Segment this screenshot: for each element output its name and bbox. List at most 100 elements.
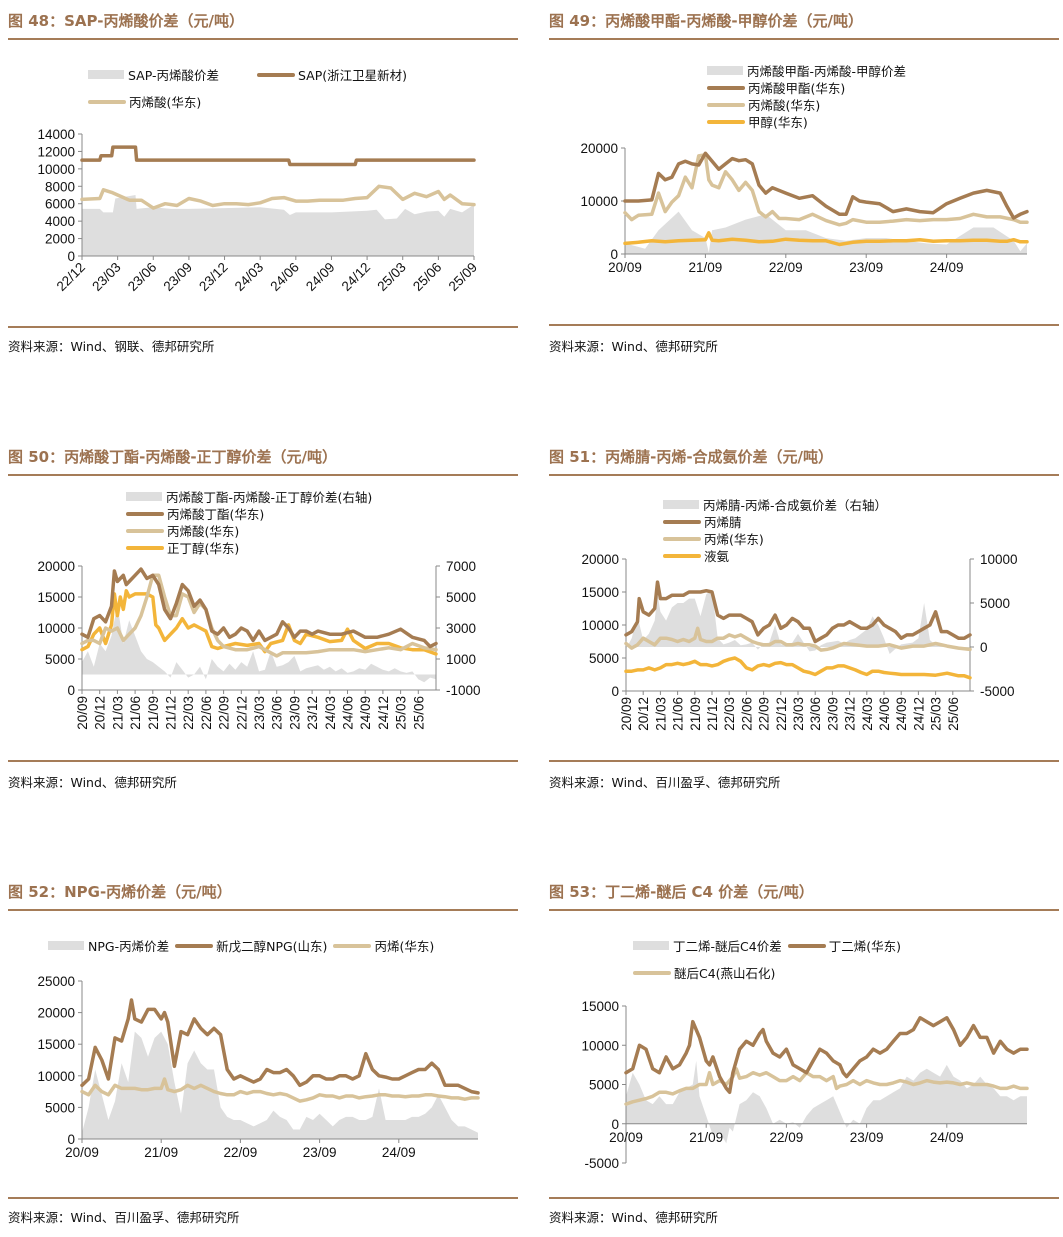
x-tick-label: 23/03 [791, 697, 806, 731]
series-line [623, 151, 1029, 220]
x-tick-label: 20/09 [65, 1145, 99, 1160]
series-line [80, 1077, 480, 1103]
series-area [82, 195, 474, 256]
y-tick-label: 10000 [581, 1038, 619, 1053]
y-tick-label: 0 [67, 249, 75, 264]
x-tick-label: 24/06 [267, 260, 302, 295]
y-right-tick-label: -5000 [980, 684, 1015, 699]
x-tick-label: 25/06 [411, 696, 426, 730]
x-tick-label: 23/06 [125, 260, 160, 295]
x-tick-label: 24/03 [323, 696, 338, 730]
series-area [626, 1060, 1027, 1144]
x-tick-label: 24/09 [930, 260, 964, 275]
source-note: 资料来源：Wind、德邦研究所 [549, 1210, 718, 1225]
y-tick-label: 2000 [45, 232, 75, 247]
source-divider [549, 324, 1059, 326]
legend-swatch [175, 943, 214, 948]
x-tick-label: 23/12 [843, 697, 858, 731]
y-tick-label: 10000 [581, 618, 619, 633]
title-divider [549, 474, 1059, 476]
x-tick-label: 22/06 [199, 696, 214, 730]
figure-title: 图 49：丙烯酸甲酯-丙烯酸-甲醇价差（元/吨） [549, 12, 864, 30]
legend-swatch [707, 102, 745, 107]
series-line [80, 184, 476, 210]
series-line [80, 567, 438, 649]
legend-swatch [48, 941, 84, 950]
y-tick-label: 10000 [37, 1069, 75, 1084]
y-tick-label: 20000 [37, 1006, 75, 1021]
x-tick-label: 23/06 [808, 697, 823, 731]
y-right-tick-label: 10000 [980, 552, 1018, 567]
chart-plot: 0 10000 20000 20/09 21/09 22/09 23/09 24/09 [580, 141, 1029, 275]
y-right-tick-label: 7000 [446, 559, 476, 574]
series-line [624, 580, 972, 644]
y-tick-label: 5000 [589, 1078, 619, 1093]
x-tick-label: 22/06 [739, 697, 754, 731]
x-tick-label: 24/09 [358, 696, 373, 730]
x-tick-label: 24/09 [382, 1145, 416, 1160]
chart-plot: 0 5000 10000 15000 20000 -5000 0 5000 10000 20/09… [581, 552, 1018, 731]
legend-item-spread: 丁二烯-醚后C4价差 [633, 936, 782, 955]
x-tick-label: 20/09 [75, 696, 90, 730]
x-tick-label: 22/09 [217, 696, 232, 730]
y-tick-label: 5000 [45, 1100, 75, 1115]
x-tick-label: 23/12 [196, 260, 231, 295]
x-tick-label: 24/12 [911, 697, 926, 731]
x-tick-label: 24/09 [894, 697, 909, 731]
y-tick-label: 10000 [37, 621, 75, 636]
legend-swatch [126, 492, 162, 501]
legend-item-butadiene: 丁二烯(华东) [787, 936, 901, 955]
x-tick-label: 22/09 [224, 1145, 258, 1160]
title-divider [549, 909, 1059, 911]
y-tick-label: 8000 [45, 179, 75, 194]
x-tick-label: 23/09 [287, 696, 302, 730]
source-note: 资料来源：Wind、钢联、德邦研究所 [8, 339, 215, 354]
legend-swatch [663, 536, 701, 541]
title-divider [8, 38, 518, 40]
legend-item-methanol: 甲醇(华东) [707, 112, 808, 131]
legend-item-acrylonitrile: 丙烯腈 [663, 512, 742, 531]
x-tick-label: 21/09 [689, 1130, 723, 1145]
legend-item-butyl-acrylate: 丙烯酸丁酯(华东) [126, 504, 264, 523]
series-line [623, 153, 1029, 227]
legend-item-acrylic-acid: 丙烯酸(华东) [126, 521, 239, 540]
series-line [624, 1016, 1029, 1095]
y-tick-label: 4000 [45, 214, 75, 229]
x-tick-label: 25/09 [446, 260, 481, 295]
chart-legend: 丁二烯-醚后C4价差 丁二烯(华东) 醚后C4(燕山石化) [633, 937, 907, 981]
y-tick-label: 15000 [37, 590, 75, 605]
y-tick-label: 20000 [581, 552, 619, 567]
x-tick-label: 21/06 [128, 696, 143, 730]
y-right-tick-label: 5000 [446, 590, 476, 605]
y-tick-label: 10000 [37, 162, 75, 177]
x-tick-label: 20/09 [619, 697, 634, 731]
y-tick-label: 0 [610, 247, 618, 262]
x-tick-label: 21/09 [688, 697, 703, 731]
series-line [80, 998, 480, 1095]
x-tick-label: 24/03 [232, 260, 267, 295]
x-tick-label: 23/09 [303, 1145, 337, 1160]
legend-swatch [707, 66, 743, 75]
source-divider [8, 1197, 518, 1199]
figure-title: 图 51：丙烯腈-丙烯-合成氨价差（元/吨） [549, 448, 834, 466]
y-tick-label: 14000 [37, 127, 75, 142]
series-area [626, 589, 970, 654]
x-tick-label: 21/03 [110, 696, 125, 730]
source-divider [8, 326, 518, 328]
x-tick-label: 22/03 [181, 696, 196, 730]
legend-swatch [126, 511, 164, 516]
x-tick-label: 20/12 [93, 696, 108, 730]
y-right-tick-label: 5000 [980, 596, 1010, 611]
x-tick-label: 21/09 [689, 260, 723, 275]
legend-item-spread: SAP-丙烯酸价差 [88, 65, 219, 84]
y-right-tick-label: 1000 [446, 652, 476, 667]
x-tick-label: 24/09 [930, 1130, 964, 1145]
x-tick-label: 22/12 [234, 696, 249, 730]
x-tick-label: 21/12 [705, 697, 720, 731]
x-tick-label: 23/09 [849, 260, 883, 275]
source-note: 资料来源：Wind、百川盈孚、德邦研究所 [549, 775, 781, 790]
x-tick-label: 25/06 [410, 260, 445, 295]
y-tick-label: 5000 [589, 651, 619, 666]
legend-item-spread: NPG-丙烯价差 [48, 936, 169, 955]
legend-swatch [663, 553, 701, 558]
